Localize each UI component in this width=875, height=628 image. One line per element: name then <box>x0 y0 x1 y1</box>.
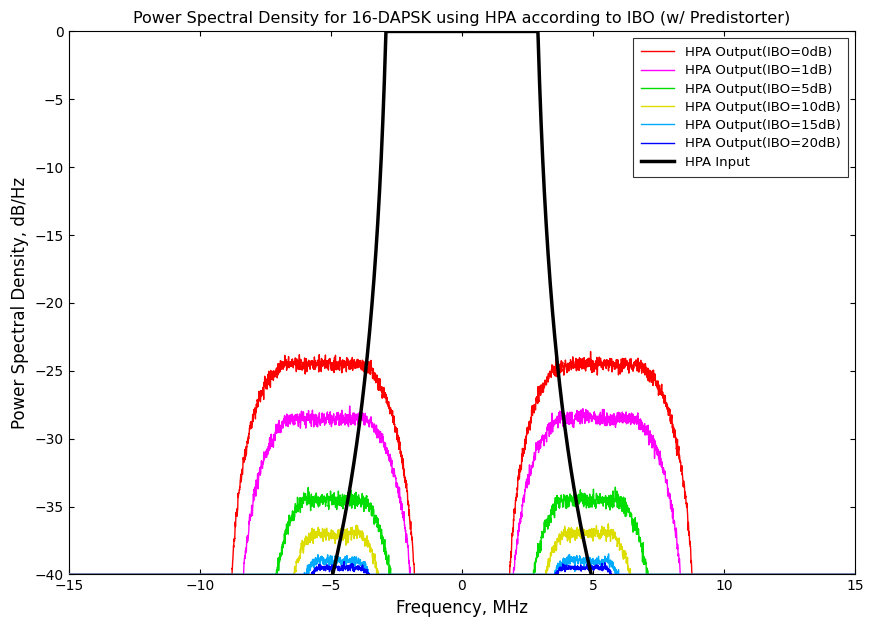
Title: Power Spectral Density for 16-DAPSK using HPA according to IBO (w/ Predistorter): Power Spectral Density for 16-DAPSK usin… <box>133 11 790 26</box>
X-axis label: Frequency, MHz: Frequency, MHz <box>396 599 528 617</box>
Y-axis label: Power Spectral Density, dB/Hz: Power Spectral Density, dB/Hz <box>11 177 29 429</box>
Legend: HPA Output(IBO=0dB), HPA Output(IBO=1dB), HPA Output(IBO=5dB), HPA Output(IBO=10: HPA Output(IBO=0dB), HPA Output(IBO=1dB)… <box>634 38 849 176</box>
